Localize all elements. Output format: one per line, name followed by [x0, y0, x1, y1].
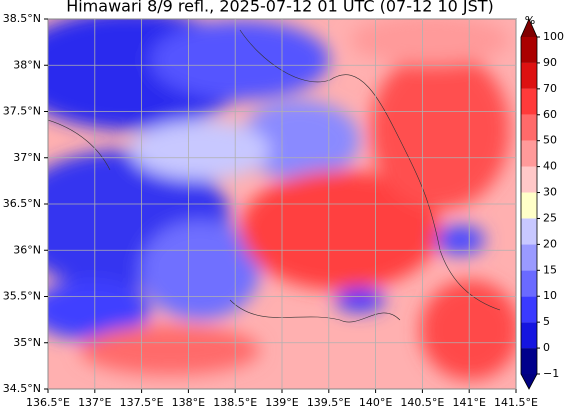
- y-tick-label: 37.5°N: [3, 105, 41, 118]
- colorbar-tick-label: 70: [543, 82, 557, 95]
- colorbar-under: [521, 374, 537, 389]
- colorbar-tick-label: 100: [543, 30, 564, 43]
- colorbar-tick-label: −1: [543, 367, 559, 380]
- colorbar-segment: [521, 218, 537, 245]
- x-tick-label: 140°E: [359, 396, 392, 409]
- x-tick-label: 138°E: [172, 396, 205, 409]
- colorbar-segment: [521, 296, 537, 323]
- colorbar-segment: [521, 140, 537, 167]
- y-tick-label: 36.5°N: [3, 197, 41, 210]
- x-tick-label: 141°E: [452, 396, 485, 409]
- colorbar-segment: [521, 244, 537, 271]
- colorbar-segment: [521, 114, 537, 141]
- y-tick-label: 38°N: [13, 58, 41, 71]
- colorbar-tick-label: 20: [543, 237, 557, 250]
- colorbar-segment: [521, 270, 537, 297]
- reflectance-image: [48, 19, 516, 389]
- x-tick-label: 139°E: [265, 396, 298, 409]
- colorbar-tick-label: 0: [543, 341, 550, 354]
- colorbar-segment: [521, 88, 537, 115]
- x-tick-label: 141.5°E: [494, 396, 538, 409]
- colorbar-segment: [521, 62, 537, 89]
- colorbar-tick-label: 15: [543, 263, 557, 276]
- colorbar-segment: [521, 348, 537, 374]
- y-tick-label: 35°N: [13, 336, 41, 349]
- y-tick-label: 37°N: [13, 151, 41, 164]
- y-tick-label: 35.5°N: [3, 290, 41, 303]
- x-tick-label: 137.5°E: [120, 396, 164, 409]
- y-tick-label: 36°N: [13, 243, 41, 256]
- colorbar-tick-label: 30: [543, 186, 557, 199]
- colorbar-tick-label: 40: [543, 160, 557, 173]
- colorbar-segment: [521, 192, 537, 219]
- colorbar-tick-label: 5: [543, 315, 550, 328]
- map-title: Himawari 8/9 refl., 2025-07-12 01 UTC (0…: [66, 0, 494, 16]
- colorbar-tick-label: 60: [543, 108, 557, 121]
- colorbar-segment: [521, 322, 537, 349]
- y-tick-label: 34.5°N: [3, 382, 41, 395]
- colorbar-over: [521, 19, 537, 37]
- colorbar-tick-label: 10: [543, 289, 557, 302]
- colorbar-tick-label: 90: [543, 56, 557, 69]
- colorbar-segment: [521, 37, 537, 63]
- colorbar-tick-label: 50: [543, 134, 557, 147]
- x-tick-label: 140.5°E: [400, 396, 444, 409]
- y-tick-label: 38.5°N: [3, 12, 41, 25]
- x-tick-label: 136.5°E: [26, 396, 70, 409]
- x-tick-label: 138.5°E: [213, 396, 257, 409]
- colorbar-tick-label: 25: [543, 211, 557, 224]
- colorbar-segment: [521, 166, 537, 193]
- x-tick-label: 137°E: [78, 396, 111, 409]
- x-tick-label: 139.5°E: [307, 396, 351, 409]
